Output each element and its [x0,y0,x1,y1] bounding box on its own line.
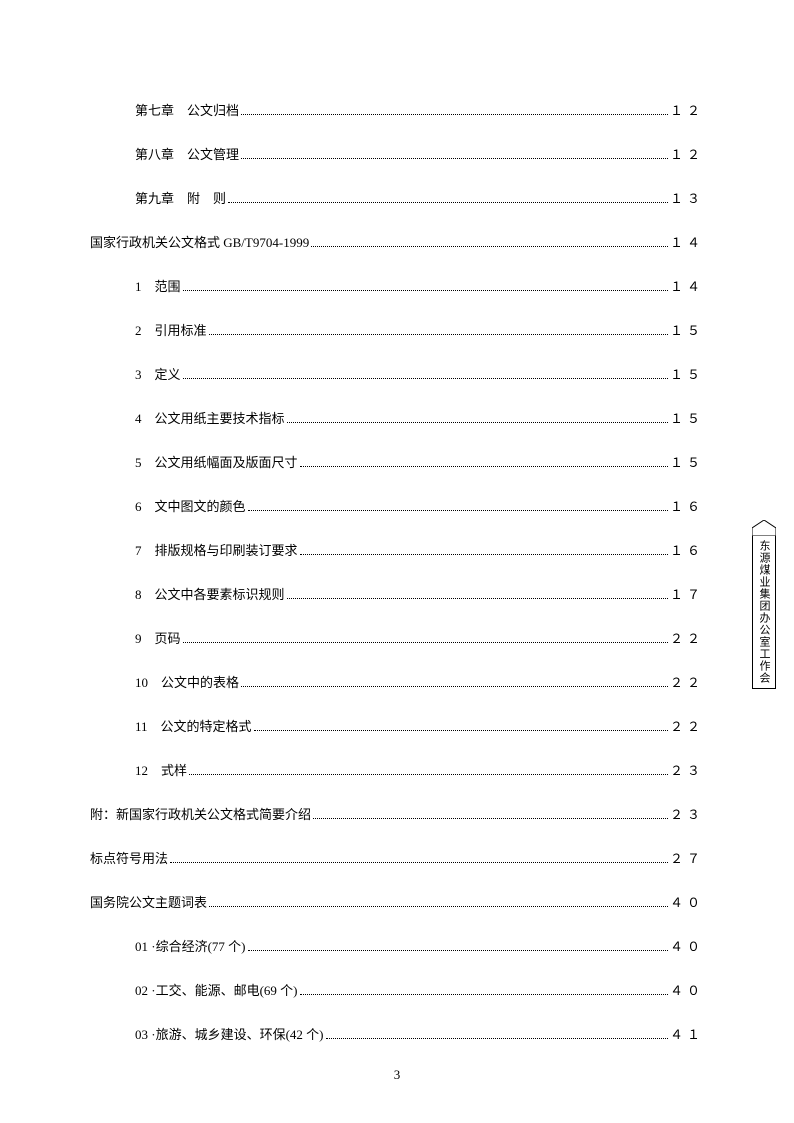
toc-label: 11 公文的特定格式 [135,716,252,735]
toc-leader-dots [300,554,668,555]
toc-label: 5 公文用纸幅面及版面尺寸 [135,452,298,471]
toc-leader-dots [248,510,668,511]
toc-leader-dots [183,378,668,379]
toc-entry: 附：新国家行政机关公文格式简要介绍 ２３ [90,804,704,823]
toc-leader-dots [300,994,668,995]
toc-page-number: １２ [670,100,704,119]
toc-label: 1 范围 [135,276,181,295]
toc-leader-dots [254,730,668,731]
toc-label: 国家行政机关公文格式 GB/T9704-1999 [90,232,309,251]
toc-page-number: ２７ [670,848,704,867]
toc-entry: 8 公文中各要素标识规则 １７ [90,584,704,603]
toc-label: 4 公文用纸主要技术指标 [135,408,285,427]
toc-page-number: ４０ [670,892,704,911]
toc-entry: 第七章 公文归档 １２ [90,100,704,119]
side-tab-arrow-icon [752,520,776,536]
toc-leader-dots [209,334,668,335]
toc-page-number: ２３ [670,804,704,823]
toc-leader-dots [189,774,668,775]
toc-label: 国务院公文主题词表 [90,892,207,911]
toc-leader-dots [183,642,668,643]
toc-entry: 7 排版规格与印刷装订要求 １６ [90,540,704,559]
toc-leader-dots [209,906,668,907]
toc-page-number: １７ [670,584,704,603]
toc-entry: 5 公文用纸幅面及版面尺寸 １５ [90,452,704,471]
side-tab: 东源煤业集团办公室工作会 [752,520,776,689]
toc-leader-dots [170,862,668,863]
toc-page-number: １５ [670,452,704,471]
toc-entry: 3 定义 １５ [90,364,704,383]
toc-label: 2 引用标准 [135,320,207,339]
toc-entry: 4 公文用纸主要技术指标 １５ [90,408,704,427]
toc-page-number: ４１ [670,1024,704,1043]
toc-leader-dots [183,290,668,291]
toc-page-number: ２２ [670,672,704,691]
toc-label: 8 公文中各要素标识规则 [135,584,285,603]
toc-page-number: １３ [670,188,704,207]
toc-label: 02 ·工交、能源、邮电(69 个) [135,980,298,999]
toc-entry: 标点符号用法 ２７ [90,848,704,867]
toc-entry: 6 文中图文的颜色 １６ [90,496,704,515]
toc-label: 第八章 公文管理 [135,144,239,163]
toc-page-number: １４ [670,276,704,295]
toc-label: 03 ·旅游、城乡建设、环保(42 个) [135,1024,324,1043]
toc-leader-dots [300,466,668,467]
toc-page-number: １６ [670,540,704,559]
toc-leader-dots [311,246,668,247]
toc-page-number: １４ [670,232,704,251]
toc-page-number: ２３ [670,760,704,779]
page-number: 3 [0,1067,794,1083]
toc-label: 3 定义 [135,364,181,383]
toc-entry: 10 公文中的表格 ２２ [90,672,704,691]
toc-label: 12 式样 [135,760,187,779]
toc-page-number: １５ [670,364,704,383]
toc-label: 01 ·综合经济(77 个) [135,936,246,955]
toc-entry: 01 ·综合经济(77 个) ４０ [90,936,704,955]
toc-label: 7 排版规格与印刷装订要求 [135,540,298,559]
toc-label: 标点符号用法 [90,848,168,867]
toc-leader-dots [248,950,668,951]
toc-leader-dots [228,202,668,203]
toc-page-number: ２２ [670,628,704,647]
toc-page-number: １５ [670,320,704,339]
toc-leader-dots [241,686,668,687]
toc-leader-dots [326,1038,668,1039]
toc-page-number: １２ [670,144,704,163]
toc-entry: 1 范围 １４ [90,276,704,295]
toc-entry: 第八章 公文管理 １２ [90,144,704,163]
toc-page-number: １６ [670,496,704,515]
toc-entry: 02 ·工交、能源、邮电(69 个) ４０ [90,980,704,999]
toc-container: 第七章 公文归档 １２ 第八章 公文管理 １２ 第九章 附 则 １３ 国家行政机关公文格式 … [90,100,704,1043]
toc-label: 第九章 附 则 [135,188,226,207]
toc-entry: 11 公文的特定格式 ２２ [90,716,704,735]
toc-entry: 12 式样 ２３ [90,760,704,779]
toc-entry: 第九章 附 则 １３ [90,188,704,207]
toc-entry: 国务院公文主题词表 ４０ [90,892,704,911]
toc-entry: 国家行政机关公文格式 GB/T9704-1999 １４ [90,232,704,251]
toc-leader-dots [287,422,668,423]
toc-page-number: １５ [670,408,704,427]
toc-entry: 03 ·旅游、城乡建设、环保(42 个) ４１ [90,1024,704,1043]
toc-label: 6 文中图文的颜色 [135,496,246,515]
toc-label: 第七章 公文归档 [135,100,239,119]
toc-page-number: ２２ [670,716,704,735]
toc-label: 9 页码 [135,628,181,647]
toc-leader-dots [287,598,668,599]
toc-entry: 9 页码 ２２ [90,628,704,647]
toc-page-number: ４０ [670,980,704,999]
toc-leader-dots [313,818,668,819]
toc-leader-dots [241,114,668,115]
toc-entry: 2 引用标准 １５ [90,320,704,339]
side-tab-label: 东源煤业集团办公室工作会 [752,536,776,689]
toc-label: 10 公文中的表格 [135,672,239,691]
toc-page-number: ４０ [670,936,704,955]
toc-leader-dots [241,158,668,159]
toc-label: 附：新国家行政机关公文格式简要介绍 [90,804,311,823]
